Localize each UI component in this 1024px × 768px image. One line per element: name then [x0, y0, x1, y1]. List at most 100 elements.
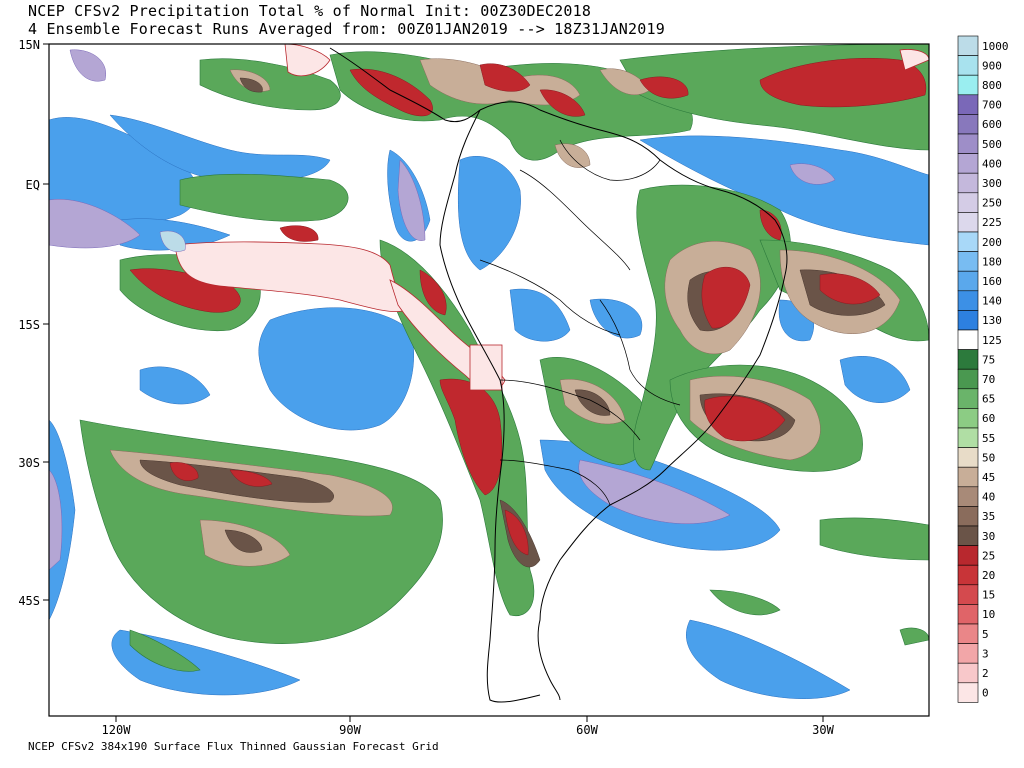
legend-swatch [957, 55, 979, 76]
legend-swatch [957, 564, 979, 586]
legend-swatch [957, 251, 979, 272]
blue-region [509, 288, 571, 342]
legend-label: 900 [982, 59, 1002, 72]
legend-label: 2 [982, 667, 989, 680]
legend-label: 40 [982, 491, 995, 504]
legend-swatch [957, 192, 979, 213]
legend-swatch [957, 662, 979, 684]
legend-swatch [957, 427, 979, 448]
legend-label: 20 [982, 569, 995, 582]
legend-label: 10 [982, 608, 995, 621]
legend-label: 125 [982, 334, 1002, 347]
legend-swatch [957, 525, 979, 546]
lavender-region [49, 469, 63, 571]
blue-region [839, 356, 911, 403]
legend-swatch [957, 466, 979, 488]
red-region [279, 225, 319, 242]
coastline [329, 47, 788, 703]
lat-label: 15S [18, 318, 40, 332]
blue-region [139, 366, 211, 405]
very-high-region [159, 230, 186, 252]
legend-swatch [957, 584, 979, 605]
blue-region [457, 156, 521, 271]
lon-label: 60W [576, 723, 598, 737]
legend-swatch [957, 408, 979, 429]
legend-swatch [957, 270, 979, 292]
green-region [709, 589, 781, 616]
legend-label: 500 [982, 138, 1002, 151]
red-region [639, 76, 689, 99]
green-region [179, 173, 349, 222]
lon-label: 90W [339, 723, 361, 737]
legend-swatch [957, 114, 979, 135]
map-title-line-1: NCEP CFSv2 Precipitation Total % of Norm… [28, 2, 592, 20]
lat-label: 45S [18, 594, 40, 608]
grid-footnote: NCEP CFSv2 384x190 Surface Flux Thinned … [28, 740, 439, 753]
legend-swatch [957, 212, 979, 233]
legend-label: 400 [982, 157, 1002, 170]
tan-region [554, 143, 591, 168]
lat-label: EQ [26, 178, 40, 192]
legend-swatch [957, 349, 979, 370]
legend-label: 250 [982, 197, 1002, 210]
green-region [819, 517, 929, 561]
lavender-region [49, 198, 141, 249]
legend-label: 600 [982, 118, 1002, 131]
lavender-region [397, 159, 426, 241]
legend-label: 300 [982, 177, 1002, 190]
legend-label: 25 [982, 549, 995, 562]
blue-region [109, 114, 331, 183]
legend-swatch [957, 310, 979, 331]
red-region [701, 266, 751, 329]
legend-swatch [957, 329, 979, 350]
green-region [129, 629, 201, 672]
legend-swatch [957, 643, 979, 664]
legend-label: 180 [982, 255, 1002, 268]
legend-label: 5 [982, 628, 989, 641]
lat-label: 15N [18, 38, 40, 52]
longitude-axis: 120W 90W 60W 30W [102, 716, 835, 737]
legend-swatch [957, 388, 979, 409]
color-legend: 1000900800700600500400300250225200180160… [957, 35, 1009, 703]
legend-label: 200 [982, 236, 1002, 249]
legend-label: 60 [982, 412, 995, 425]
legend-label: 15 [982, 589, 995, 602]
red-region [759, 209, 782, 241]
brown-region [224, 529, 263, 553]
dry-band-region [469, 344, 503, 391]
lat-label: 30S [18, 456, 40, 470]
legend-swatch [957, 133, 979, 154]
blue-region [258, 307, 414, 431]
legend-label: 1000 [982, 40, 1009, 53]
legend-label: 70 [982, 373, 995, 386]
plot-frame [48, 43, 930, 717]
legend-swatch [957, 35, 979, 56]
red-region [759, 57, 927, 108]
green-region [899, 627, 929, 646]
red-region [129, 268, 241, 313]
blue-region [589, 298, 643, 339]
legend-swatch [957, 94, 979, 115]
legend-swatch [957, 486, 979, 507]
legend-label: 35 [982, 510, 995, 523]
legend-label: 140 [982, 295, 1002, 308]
lon-label: 30W [812, 723, 834, 737]
red-region [539, 89, 586, 117]
legend-swatch [957, 447, 979, 468]
blue-region [639, 135, 929, 246]
legend-swatch [957, 506, 979, 527]
red-region [504, 509, 529, 556]
legend-label: 160 [982, 275, 1002, 288]
map-title-line-2: 4 Ensemble Forecast Runs Averaged from: … [28, 20, 665, 38]
legend-label: 65 [982, 393, 995, 406]
lon-label: 120W [102, 723, 132, 737]
legend-swatch [957, 231, 979, 252]
red-region [229, 469, 273, 487]
lavender-region [789, 163, 836, 185]
legend-label: 75 [982, 353, 995, 366]
lavender-region [578, 459, 731, 524]
precip-fields [49, 44, 929, 703]
red-region [419, 269, 447, 316]
legend-label: 50 [982, 451, 995, 464]
legend-swatch [957, 604, 979, 625]
